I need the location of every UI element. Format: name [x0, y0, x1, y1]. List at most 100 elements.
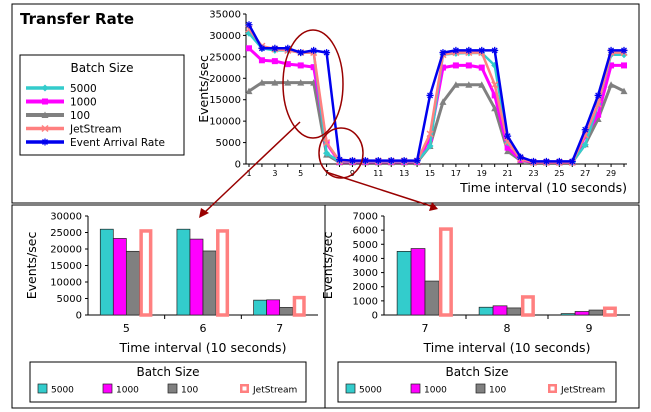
x-tick-label: 17	[451, 169, 461, 178]
x-tick-label: 9	[586, 322, 593, 335]
data-point	[245, 21, 253, 29]
y-tick-label: 30000	[50, 212, 82, 223]
y-tick-label: 20000	[50, 245, 82, 256]
data-point	[387, 157, 395, 165]
legend-label: 5000	[359, 386, 382, 396]
data-point	[284, 61, 291, 68]
legend-box	[19, 54, 185, 156]
legend-label: 1000	[70, 97, 97, 109]
y-tick-label: 6000	[353, 226, 378, 237]
y-tick-label: 2000	[353, 282, 378, 293]
legend-title: Batch Size	[446, 365, 509, 379]
legend-swatch	[102, 383, 113, 394]
data-point	[465, 62, 472, 69]
legend-label: 5000	[70, 83, 97, 95]
data-point	[246, 45, 252, 52]
data-point	[542, 157, 550, 165]
legend-item: 1000	[102, 383, 139, 396]
bar-chart-intervals-5-7: 0 5000 10000 15000 20000 25000 30000 5 6 7 Time in…	[24, 212, 318, 403]
y-tick-label: 25000	[209, 52, 241, 63]
legend-label: 5000	[51, 386, 74, 396]
bar	[99, 228, 114, 316]
data-point	[465, 81, 473, 88]
x-tick-label: 11	[373, 169, 383, 178]
legend-item: 100	[26, 110, 90, 122]
data-point	[374, 157, 382, 165]
legend-marker	[42, 98, 48, 105]
x-tick-label: 15	[425, 169, 435, 178]
bar	[216, 229, 230, 317]
zoom-arrow-right	[325, 171, 432, 207]
legend-item: 5000	[26, 83, 97, 95]
legend-marker	[41, 124, 49, 133]
zoom-arrow-right-head	[429, 202, 438, 211]
legend-marker	[41, 84, 49, 92]
legend-label: 1000	[424, 386, 447, 396]
legend-item: 5000	[37, 383, 74, 396]
data-point	[439, 64, 446, 71]
bar	[588, 309, 604, 316]
y-tick-label: 5000	[57, 294, 82, 305]
legend-item: JetStream	[548, 384, 605, 396]
data-point	[555, 157, 563, 165]
legend-item: 100	[167, 383, 198, 396]
data-point	[348, 157, 356, 165]
data-point	[621, 62, 627, 69]
bar	[520, 295, 535, 317]
data-point	[504, 144, 511, 151]
data-point	[491, 46, 499, 54]
legend-label: 1000	[116, 386, 139, 396]
legend-box	[29, 361, 307, 403]
bar	[560, 313, 576, 316]
legend-label: 100	[181, 386, 198, 396]
y-tick-label: 5000	[216, 138, 241, 149]
x-tick-label: 3	[272, 169, 277, 178]
data-point	[491, 81, 499, 89]
data-point	[284, 44, 292, 52]
y-tick-label: 3000	[353, 268, 378, 279]
legend-label: JetStream	[560, 386, 605, 396]
x-tick-label: 1	[246, 169, 251, 178]
x-tick-label: 5	[298, 169, 303, 178]
legend-swatch	[37, 383, 48, 394]
legend-title: Batch Size	[137, 365, 200, 379]
data-point	[529, 157, 537, 165]
data-point	[594, 91, 602, 99]
legend-swatch	[410, 383, 421, 394]
data-point	[426, 91, 434, 99]
y-tick-label: 30000	[209, 31, 241, 42]
x-tick-label: 21	[503, 169, 513, 178]
data-point	[452, 62, 459, 69]
data-point	[452, 81, 460, 88]
y-tick-label: 25000	[50, 228, 82, 239]
series-jetstream	[245, 25, 628, 166]
bar	[410, 248, 426, 316]
data-point	[581, 126, 589, 134]
data-point	[607, 46, 615, 54]
top-panel-border	[11, 3, 640, 204]
x-tick-label: 5	[123, 322, 130, 335]
legend-swatch	[475, 383, 486, 394]
legend-label: JetStream	[69, 124, 122, 136]
data-point	[426, 130, 434, 138]
legend-item: Event Arrival Rate	[26, 137, 165, 149]
data-point	[478, 81, 486, 88]
data-point	[465, 46, 473, 54]
bar	[492, 305, 508, 316]
y-axis-label: Events/sec	[196, 55, 211, 123]
bar-chart-intervals-7-9: 0 1000 2000 3000 4000 5000 6000 7000 7 8 9 Time int…	[320, 212, 630, 403]
bar	[202, 250, 217, 316]
legend-item: 5000	[345, 383, 382, 396]
data-point	[620, 87, 628, 95]
legend-marker	[41, 138, 49, 146]
data-point	[478, 64, 485, 71]
data-point	[491, 104, 499, 112]
data-point	[491, 92, 498, 99]
y-tick-label: 5000	[353, 240, 378, 251]
highlight-ellipse-drop	[318, 127, 364, 179]
data-point	[607, 81, 615, 88]
y-axis-label: Events/sec	[24, 232, 39, 300]
x-tick-label: 27	[580, 169, 590, 178]
